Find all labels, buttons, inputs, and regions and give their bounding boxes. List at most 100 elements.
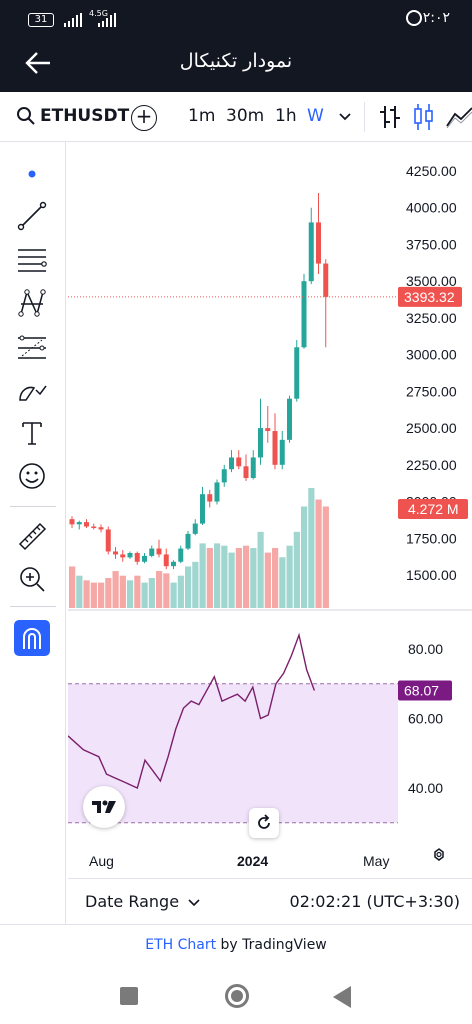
timeframe-30m[interactable]: 30m (226, 106, 265, 126)
volume-bar (279, 557, 286, 608)
volume-bar (127, 580, 134, 608)
candle-body (120, 554, 126, 558)
price-tick-label: 3250.00 (406, 310, 457, 326)
text-icon (22, 422, 42, 445)
volume-bar (192, 561, 199, 608)
zoom-tool[interactable] (14, 561, 50, 597)
symbol-label: ETHUSDT (40, 106, 130, 126)
volume-bar (148, 578, 155, 608)
candle-body (134, 552, 140, 562)
candle-body (192, 523, 198, 534)
volume-bar (243, 545, 250, 608)
status-bar: 31 4.5G ۲:۰۲ (0, 0, 472, 36)
candle-body (316, 222, 321, 264)
horizontal-lines-tool[interactable] (14, 242, 50, 278)
magnet-icon (23, 628, 41, 649)
candle-body (76, 522, 82, 525)
signal-icon (64, 13, 82, 27)
android-nav-bar (0, 968, 472, 1024)
price-chart-svg[interactable]: 4250.00 4000.00 3750.00 3500.00 3250.00 3000.… (67, 146, 472, 878)
pattern-tool[interactable] (14, 285, 50, 321)
candle-body (200, 494, 205, 524)
candle-body (287, 398, 292, 440)
candle-body (236, 457, 242, 467)
brush-icon (19, 385, 47, 401)
candle-chart-type-icon[interactable] (412, 102, 436, 132)
cursor-tool[interactable] (14, 156, 50, 192)
volume-bar (308, 488, 315, 608)
credit-footer: ETH Chart by TradingView (0, 924, 472, 968)
rsi-value-badge (398, 680, 452, 701)
candle-body (98, 527, 104, 530)
pattern-icon (18, 289, 46, 317)
eth-chart-link[interactable]: ETH Chart (145, 937, 217, 953)
candle-body (91, 526, 97, 529)
candle-body (243, 466, 249, 479)
symbol-search[interactable]: ETHUSDT (16, 106, 129, 126)
add-symbol-button[interactable]: + (131, 105, 157, 131)
volume-bar (322, 506, 329, 608)
volume-bar (105, 578, 112, 608)
candle-body (127, 552, 133, 558)
chevron-down-icon[interactable] (338, 112, 352, 122)
back-arrow-icon[interactable] (24, 50, 52, 76)
alarm-icon (406, 10, 422, 26)
last-price-label: 3393.32 (404, 289, 455, 305)
timeframe-w[interactable]: W (307, 106, 324, 126)
candle-body (308, 222, 314, 282)
volume-bar (214, 543, 221, 608)
volume-bar (228, 552, 235, 608)
candle-body (185, 533, 191, 549)
reset-chart-button[interactable] (249, 808, 279, 838)
toolbar-divider (364, 102, 365, 132)
volume-bar (141, 582, 148, 608)
volume-bar (83, 580, 90, 608)
gear-icon-center (436, 851, 442, 858)
price-tick-label: 2750.00 (406, 383, 457, 399)
candle-body (214, 482, 220, 502)
magnet-tool[interactable] (14, 620, 50, 656)
gear-icon (434, 848, 444, 861)
emoji-tool[interactable] (14, 458, 50, 494)
price-tick-label: 3000.00 (406, 347, 457, 363)
volume-bar (257, 531, 264, 608)
volume-bar (156, 571, 163, 608)
volume-bar (206, 548, 213, 608)
candle-body (69, 519, 75, 525)
volume-bar (264, 552, 271, 608)
volume-bar (112, 571, 119, 608)
trend-line-tool[interactable] (14, 198, 50, 234)
time-tick-label: 2024 (237, 853, 268, 869)
bar-chart-type-icon[interactable] (378, 104, 402, 130)
reset-icon (258, 814, 270, 829)
candle-body (279, 439, 285, 465)
candle-body (250, 457, 256, 479)
candle-body (156, 548, 162, 555)
candle-body (294, 347, 300, 399)
rsi-tick-label: 80.00 (408, 641, 443, 657)
timeframe-1h[interactable]: 1h (275, 106, 297, 126)
timeframe-1m[interactable]: 1m (188, 106, 216, 126)
volume-bar (170, 582, 177, 608)
area-chart-type-icon[interactable] (446, 106, 472, 128)
fib-channel-tool[interactable] (14, 330, 50, 366)
volume-bar (286, 545, 293, 608)
text-tool[interactable] (14, 415, 50, 451)
drawing-tools-panel (0, 142, 66, 924)
price-tick-label: 2250.00 (406, 457, 457, 473)
volume-bar (315, 499, 322, 608)
time-zone-label[interactable]: 02:02:21 (UTC+3:30) (289, 892, 460, 911)
recents-button[interactable] (120, 987, 138, 1005)
back-button[interactable] (333, 986, 351, 1008)
volume-bar (221, 545, 228, 608)
signal-icon-2 (98, 13, 116, 27)
chevron-down-icon (188, 899, 200, 907)
date-range-button[interactable]: Date Range (85, 892, 200, 911)
chart-toolbar: ETHUSDT + 1m 30m 1h W (0, 92, 472, 142)
app-bar: نمودار تکنیکال (0, 36, 472, 92)
price-tick-label: 3750.00 (406, 236, 457, 252)
tradingview-logo[interactable] (83, 786, 125, 828)
home-button[interactable] (225, 984, 249, 1008)
measure-tool[interactable] (14, 518, 50, 554)
brush-tool[interactable] (14, 372, 50, 408)
